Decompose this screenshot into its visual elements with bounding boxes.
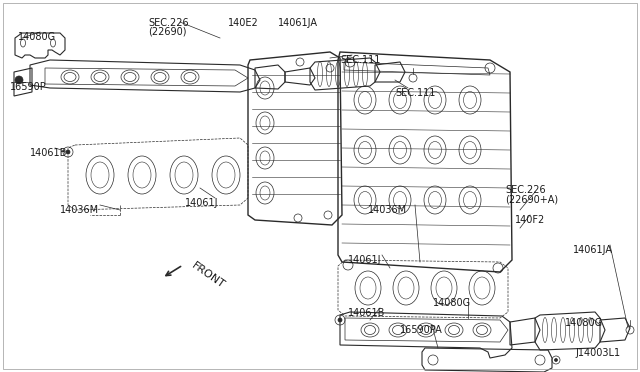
Text: 140F2: 140F2 xyxy=(515,215,545,225)
Text: 14080G: 14080G xyxy=(565,318,603,328)
Text: 14061J: 14061J xyxy=(348,255,381,265)
Text: 16590P: 16590P xyxy=(10,82,47,92)
Circle shape xyxy=(15,76,23,84)
Text: 14036M: 14036M xyxy=(368,205,407,215)
Circle shape xyxy=(66,150,70,154)
Text: SEC.226: SEC.226 xyxy=(505,185,546,195)
Circle shape xyxy=(554,359,557,362)
Text: 16590PA: 16590PA xyxy=(400,325,443,335)
Text: 14080G: 14080G xyxy=(433,298,471,308)
Text: 14061JA: 14061JA xyxy=(573,245,613,255)
Text: 14080G: 14080G xyxy=(18,32,56,42)
Text: 14061JA: 14061JA xyxy=(278,18,318,28)
Text: SEC.111: SEC.111 xyxy=(395,88,435,98)
Text: 14036M: 14036M xyxy=(60,205,99,215)
Circle shape xyxy=(338,318,342,322)
Text: 14061B: 14061B xyxy=(30,148,67,158)
Text: SEC.226: SEC.226 xyxy=(148,18,189,28)
Text: 140E2: 140E2 xyxy=(228,18,259,28)
Text: FRONT: FRONT xyxy=(189,260,226,290)
Text: SEC.111: SEC.111 xyxy=(340,55,380,65)
Text: J14003L1: J14003L1 xyxy=(575,348,620,358)
Text: 14061J: 14061J xyxy=(185,198,218,208)
Text: 14061B: 14061B xyxy=(348,308,385,318)
Text: (22690+A): (22690+A) xyxy=(505,194,558,204)
Text: (22690): (22690) xyxy=(148,27,186,37)
